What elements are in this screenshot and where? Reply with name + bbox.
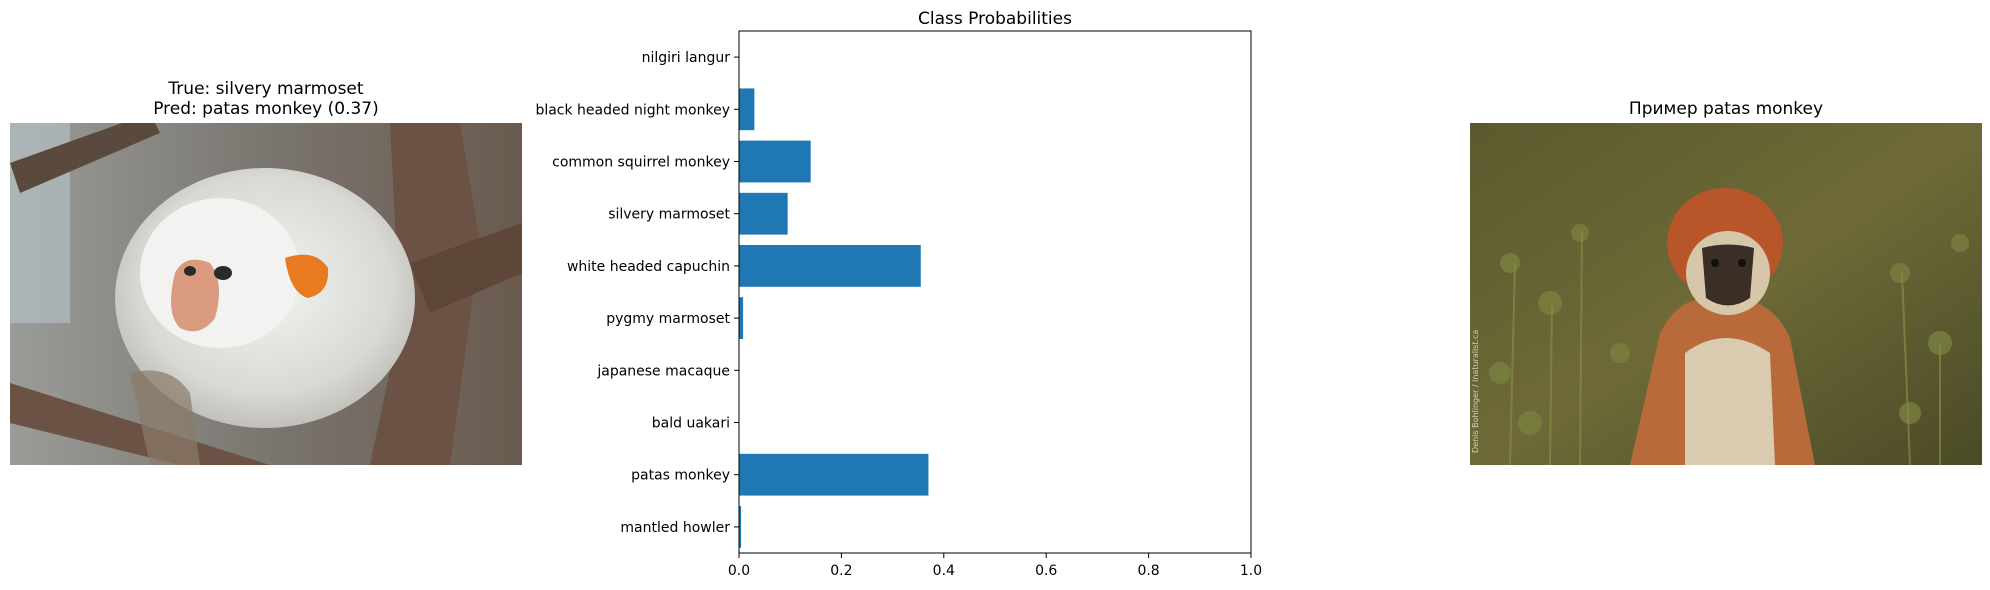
x-tick-label: 0.2 xyxy=(830,563,852,579)
x-tick-label: 0.6 xyxy=(1035,563,1057,579)
y-tick-label: japanese macaque xyxy=(596,363,730,379)
true-label: True: silvery marmoset xyxy=(168,79,364,99)
y-tick-label: silvery marmoset xyxy=(608,207,730,223)
bar-pygmy-marmoset xyxy=(739,297,744,339)
bar-common-squirrel-monkey xyxy=(739,140,811,183)
bar-silvery-marmoset xyxy=(739,192,788,235)
x-tick-label: 0.4 xyxy=(933,563,955,579)
y-tick-label: nilgiri langur xyxy=(642,50,731,66)
marmoset-photo xyxy=(10,123,522,465)
bar-patas-monkey xyxy=(739,453,929,496)
plot-frame xyxy=(738,30,1252,554)
y-tick-label: bald uakari xyxy=(652,416,730,432)
photo-watermark: Denis Bohlinger / inaturalist.ca xyxy=(1471,330,1480,453)
x-tick-label: 1.0 xyxy=(1240,563,1262,579)
y-tick-label: mantled howler xyxy=(620,520,730,536)
y-tick-label: pygmy marmoset xyxy=(606,311,730,327)
pred-label: Pred: patas monkey (0.37) xyxy=(153,99,379,119)
bar-mantled-howler xyxy=(739,506,742,548)
bar-black-headed-night-monkey xyxy=(739,88,755,131)
patas-monkey-photo: Denis Bohlinger / inaturalist.ca xyxy=(1470,123,1982,465)
y-tick-label: patas monkey xyxy=(631,468,730,484)
y-tick-label: black headed night monkey xyxy=(535,102,730,118)
y-tick-label: common squirrel monkey xyxy=(552,155,730,171)
x-tick-label: 0.0 xyxy=(728,563,750,579)
bar-white-headed-capuchin xyxy=(739,245,921,287)
example-title: Пример patas monkey xyxy=(1628,99,1824,119)
left-panel-title: True: silvery marmoset Pred: patas monke… xyxy=(10,79,522,119)
x-tick-label: 0.8 xyxy=(1137,563,1159,579)
chart-title: Class Probabilities xyxy=(918,9,1072,29)
y-tick-label: white headed capuchin xyxy=(567,259,730,275)
